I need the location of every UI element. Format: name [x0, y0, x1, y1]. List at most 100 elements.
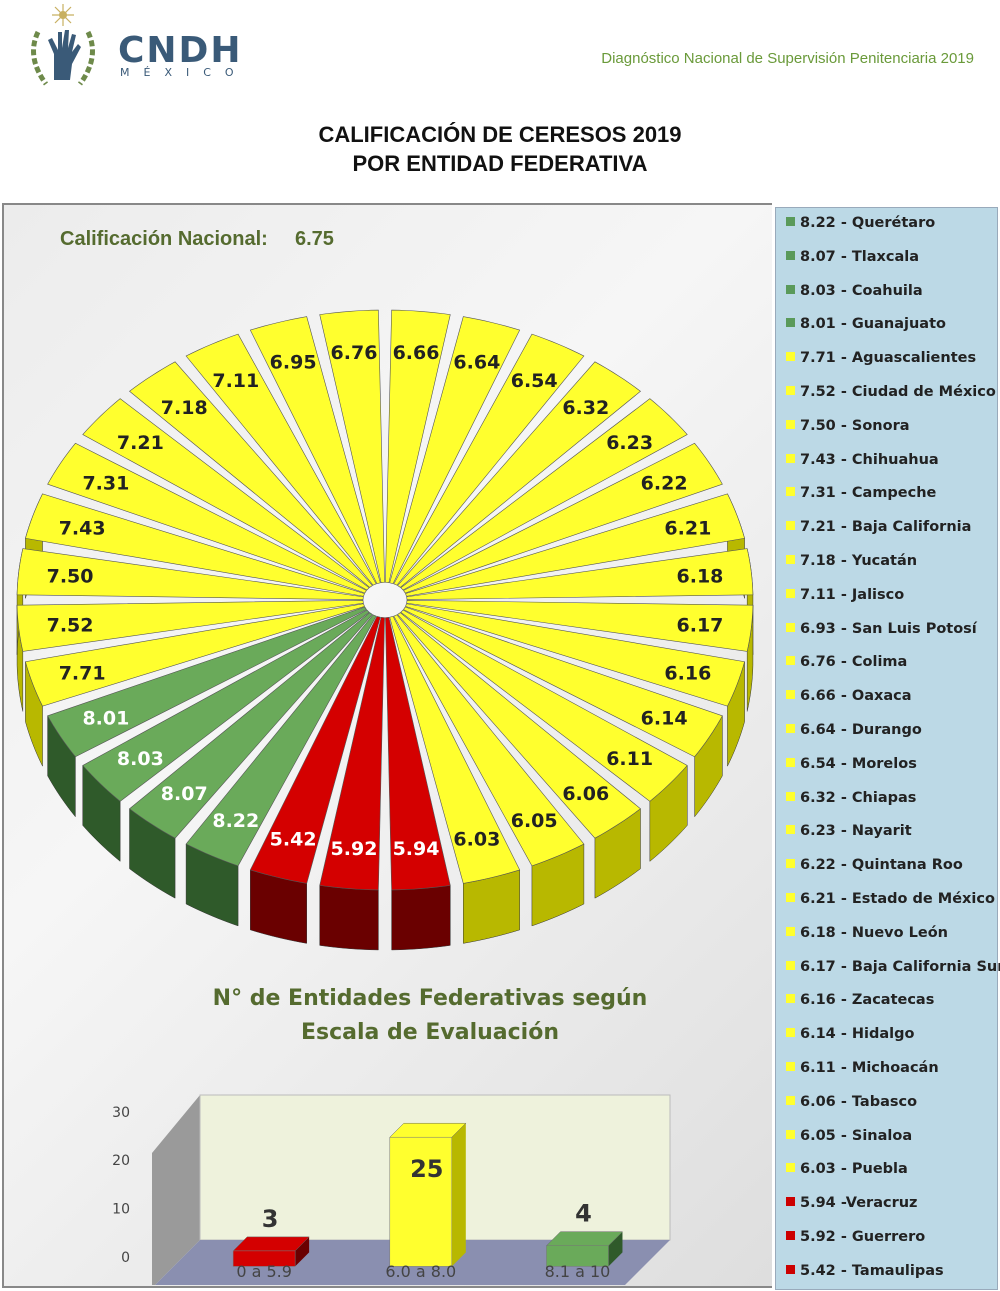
- national-score: Calificación Nacional: 6.75: [60, 228, 334, 251]
- legend-item-label: 7.52 - Ciudad de México: [800, 384, 996, 400]
- pie-slice: [403, 442, 723, 594]
- pie-slice: [393, 614, 585, 867]
- legend-item-label: 8.07 - Tlaxcala: [800, 248, 920, 265]
- pie-slice: [185, 614, 377, 867]
- legend-swatch: [786, 1231, 795, 1240]
- pie-slice: [47, 442, 367, 594]
- legend-item: 7.43 - Chihuahua: [786, 452, 939, 468]
- legend-item-label: 6.21 - Estado de México: [800, 891, 995, 907]
- pie-slice-label: 7.43: [59, 518, 106, 540]
- pie-slice-label: 6.18: [677, 566, 724, 588]
- pie-chart: 6.66 6.64 6.546.32 6.23 6.22 6.21 6.18 6.17 6.16…: [16, 309, 754, 951]
- pie-slice-label: 6.54: [511, 370, 558, 392]
- pie-slice-label: 6.23: [606, 432, 653, 454]
- legend-item: 6.05 - Sinaloa: [786, 1128, 912, 1144]
- pie-slice-label: 6.95: [270, 351, 317, 373]
- pie-slice: [397, 361, 641, 588]
- legend-item: 5.92 - Guerrero: [786, 1229, 925, 1245]
- legend-swatch: [786, 1095, 795, 1105]
- pie-slice-label: 7.50: [47, 566, 94, 588]
- legend-item-label: 8.01 - Guanajuato: [800, 316, 946, 333]
- pie-slice-side: [319, 885, 379, 951]
- bar: [232, 1250, 296, 1267]
- pie-slice: [25, 603, 365, 707]
- bar-value-label: 3: [262, 1205, 279, 1233]
- pie-slice-label: 6.22: [641, 472, 688, 494]
- legend-item-label: 6.23 - Nayarit: [800, 823, 912, 840]
- pie-tops: [16, 309, 754, 891]
- legend-item: 6.23 - Nayarit: [786, 823, 912, 839]
- pie-slice-label: 8.07: [161, 783, 208, 805]
- pie-slice-label: 5.94: [393, 838, 440, 860]
- pie-slice: [385, 617, 451, 891]
- legend-swatch: [786, 926, 795, 936]
- pie-slice: [403, 606, 723, 758]
- legend-swatch: [786, 386, 795, 395]
- legend-swatch: [786, 690, 795, 700]
- bar: [389, 1136, 453, 1267]
- pie-slice-label: 7.21: [117, 432, 164, 454]
- legend-item-label: 8.03 - Coahuila: [800, 282, 923, 299]
- legend-item: 6.66 - Oaxaca: [786, 688, 912, 704]
- pie-slice-label: 6.16: [664, 662, 711, 684]
- legend-item-label: 6.16 - Zacatecas: [800, 992, 935, 1009]
- pie-slice: [25, 493, 365, 597]
- legend-swatch: [786, 859, 795, 869]
- legend-item-label: 5.42 - Tamaulipas: [800, 1262, 944, 1279]
- pie-slice-label: 6.64: [453, 351, 500, 373]
- legend-swatch: [786, 656, 795, 666]
- pie-slice-label: 6.06: [562, 783, 609, 805]
- legend-item-label: 6.64 - Durango: [800, 722, 922, 738]
- pie-slice-label: 6.32: [562, 397, 609, 419]
- legend-item: 7.21 - Baja California: [786, 519, 971, 535]
- bar-category-label: 8.1 a 10: [545, 1262, 611, 1281]
- legend-item: 7.50 - Sonora: [786, 418, 910, 434]
- legend-item-label: 6.05 - Sinaloa: [800, 1127, 913, 1144]
- cndh-logo-icon: [31, 4, 95, 86]
- pie-slice: [400, 609, 688, 802]
- pie-slice: [405, 493, 745, 597]
- legend-item-label: 6.14 - Hidalgo: [800, 1026, 915, 1043]
- legend-item-label: 6.11 - Michoacán: [800, 1060, 939, 1076]
- legend-item: 6.06 - Tabasco: [786, 1094, 917, 1110]
- legend-swatch: [786, 1129, 795, 1139]
- legend-item: 8.07 - Tlaxcala: [786, 249, 919, 265]
- legend-swatch: [786, 284, 795, 294]
- pie-slice: [405, 603, 745, 707]
- pie-slice: [393, 333, 585, 586]
- legend-swatch: [786, 724, 795, 733]
- legend-item: 8.22 - Querétaro: [786, 215, 935, 231]
- pie-slice-label: 7.18: [161, 397, 208, 419]
- legend-item: 6.93 - San Luis Potosí: [786, 621, 977, 637]
- pie-slice-label: 8.03: [117, 748, 164, 770]
- legend-item: 7.11 - Jalisco: [786, 587, 904, 603]
- legend-item-label: 6.54 - Morelos: [800, 755, 917, 772]
- bar: [546, 1245, 609, 1267]
- pie-slice-side: [391, 885, 451, 951]
- legend-swatch: [786, 419, 795, 429]
- title-line-1: CALIFICACIÓN DE CERESOS 2019: [318, 122, 682, 147]
- bar-value-label: 25: [410, 1155, 443, 1183]
- legend-item: 6.32 - Chiapas: [786, 790, 916, 806]
- legend-item: 6.54 - Morelos: [786, 756, 917, 772]
- legend-swatch: [786, 757, 795, 767]
- pie-slice: [319, 617, 385, 891]
- bar-category-label: 6.0 a 8.0: [385, 1262, 456, 1281]
- legend-item-label: 6.32 - Chiapas: [800, 789, 917, 806]
- legend-item: 6.03 - Puebla: [786, 1161, 908, 1177]
- legend-item: 7.18 - Yucatán: [786, 553, 917, 569]
- legend-item-label: 6.18 - Nuevo León: [800, 924, 949, 941]
- pie-slice-label: 6.03: [453, 829, 500, 851]
- pie-slice-label: 8.01: [82, 708, 129, 730]
- legend-item-label: 6.22 - Quintana Roo: [800, 857, 963, 874]
- legend-swatch: [786, 994, 795, 1004]
- legend-item: 6.11 - Michoacán: [786, 1060, 939, 1076]
- pie-slice: [82, 398, 370, 591]
- legend-panel: 8.22 - Querétaro 8.07 - Tlaxcala 8.03 - Co…: [775, 207, 1000, 1290]
- page-header: CNDH MÉXICO Diagnóstico Nacional de Supe…: [0, 0, 1000, 100]
- national-score-label: Calificación Nacional:: [60, 228, 268, 250]
- legend-swatch: [786, 1197, 795, 1207]
- bar-chart: 0 10 20 30 3 0 a 5.9 25 6.0 a 8.0 4 8.1 a 10: [112, 1094, 671, 1285]
- legend-item: 7.31 - Campeche: [786, 485, 936, 501]
- legend-item: 5.94 -Veracruz: [786, 1195, 918, 1211]
